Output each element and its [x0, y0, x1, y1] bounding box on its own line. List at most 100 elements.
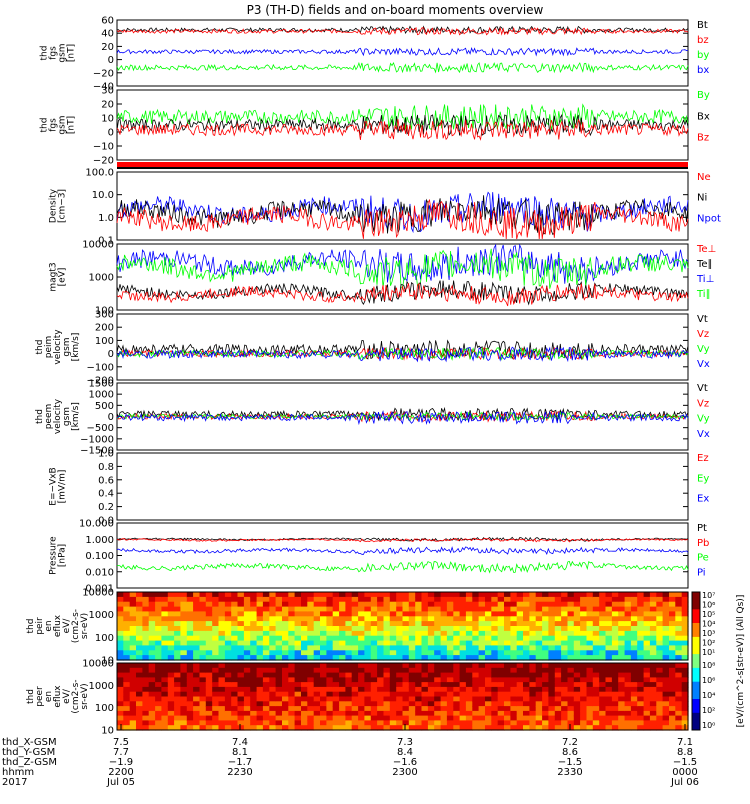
spectrogram-cell — [675, 686, 683, 693]
spectrogram-cell — [573, 592, 581, 598]
spectrogram-cell — [662, 592, 670, 598]
spectrogram-cell — [478, 663, 486, 669]
spectrogram-cell — [205, 672, 213, 678]
spectrogram-cell — [275, 696, 283, 702]
spectrogram-cell — [205, 626, 213, 632]
spectrogram-cell — [332, 655, 340, 661]
spectrogram-cell — [288, 616, 296, 622]
y-axis-label: velocity — [53, 329, 63, 365]
spectrogram-cell — [542, 616, 549, 622]
spectrogram-cell — [288, 667, 296, 674]
spectrogram-cell — [459, 596, 467, 603]
spectrogram-cell — [326, 706, 334, 712]
spectrogram-cell — [523, 710, 530, 717]
spectrogram-cell — [611, 621, 619, 627]
spectrogram-cell — [402, 706, 410, 712]
spectrogram-cell — [218, 626, 226, 632]
y-axis-label: magt3 — [49, 262, 59, 291]
spectrogram-cell — [681, 606, 689, 613]
spectrogram-cell — [180, 701, 188, 707]
spectrogram-cell — [218, 715, 226, 721]
spectrogram-cell — [662, 606, 670, 613]
spectrogram-cell — [167, 701, 175, 707]
ephemeris-value: 2230 — [227, 767, 252, 778]
spectrogram-cell — [205, 706, 213, 712]
spectrogram-cell — [459, 720, 467, 726]
spectrogram-cell — [542, 596, 549, 603]
spectrogram-cell — [218, 640, 226, 647]
spectrogram-cell — [370, 701, 378, 707]
spectrogram-cell — [332, 696, 340, 702]
spectrogram-cell — [332, 715, 340, 721]
spectrogram-cell — [250, 635, 258, 642]
spectrogram-cell — [453, 611, 461, 617]
spectrogram-cell — [421, 650, 429, 656]
spectrogram-cell — [491, 701, 499, 707]
spectrogram-cell — [675, 650, 683, 656]
spectrogram-cell — [364, 667, 372, 674]
spectrogram-cell — [497, 635, 505, 642]
spectrogram-cell — [250, 706, 258, 712]
spectrogram-cell — [510, 686, 518, 693]
spectrogram-cell — [580, 596, 587, 603]
spectrogram-cell — [421, 626, 429, 632]
spectrogram-cell — [548, 601, 556, 608]
spectrogram-cell — [675, 672, 683, 678]
spectrogram-cell — [408, 626, 416, 632]
spectrogram-cell — [212, 667, 220, 674]
spectrogram-cell — [224, 606, 232, 613]
spectrogram-cell — [364, 596, 372, 603]
spectrogram-cell — [345, 650, 353, 656]
spectrogram-cell — [681, 696, 689, 702]
spectrogram-cell — [402, 655, 410, 661]
spectrogram-cell — [129, 696, 137, 702]
spectrogram-cell — [611, 677, 619, 683]
spectrogram-cell — [332, 710, 340, 717]
spectrogram-cell — [586, 630, 594, 637]
spectrogram-cell — [136, 701, 143, 707]
spectrogram-cell — [231, 592, 239, 598]
spectrogram-cell — [421, 691, 429, 698]
spectrogram-cell — [516, 650, 524, 656]
colorbar-segment — [692, 716, 700, 721]
spectrogram-cell — [478, 701, 486, 707]
spectrogram-cell — [421, 667, 429, 674]
spectrogram-cell — [611, 682, 619, 688]
spectrogram-cell — [212, 592, 220, 598]
spectrogram-cell — [656, 655, 664, 661]
spectrogram-cell — [383, 725, 391, 731]
y-tick-label: −1000 — [80, 434, 114, 445]
spectrogram-cell — [167, 640, 175, 647]
spectrogram-cell — [377, 655, 384, 661]
legend-entry: Te∥ — [696, 259, 713, 270]
spectrogram-cell — [649, 630, 657, 637]
spectrogram-cell — [237, 706, 245, 712]
colorbar-segment — [692, 657, 700, 662]
spectrogram-cell — [573, 621, 581, 627]
spectrogram-cell — [523, 691, 530, 698]
spectrogram-cell — [358, 616, 365, 622]
spectrogram-cell — [262, 635, 270, 642]
spectrogram-cell — [282, 606, 289, 613]
spectrogram-cell — [351, 715, 359, 721]
spectrogram-cell — [440, 601, 448, 608]
spectrogram-cell — [142, 645, 150, 651]
spectrogram-cell — [504, 606, 511, 613]
spectrogram-cell — [516, 725, 524, 731]
spectrogram-cell — [320, 645, 327, 651]
spectrogram-cell — [415, 592, 423, 598]
spectrogram-cell — [624, 710, 632, 717]
spectrogram-cell — [358, 601, 365, 608]
spectrogram-cell — [504, 682, 511, 688]
spectrogram-cell — [262, 720, 270, 726]
spectrogram-cell — [440, 650, 448, 656]
spectrogram-cell — [554, 720, 562, 726]
spectrogram-cell — [472, 663, 480, 669]
spectrogram-cell — [269, 601, 277, 608]
spectrogram-cell — [510, 640, 518, 647]
spectrogram-cell — [618, 663, 626, 669]
spectrogram-cell — [389, 606, 397, 613]
spectrogram-cell — [326, 616, 334, 622]
spectrogram-cell — [478, 696, 486, 702]
spectrogram-cell — [180, 621, 188, 627]
